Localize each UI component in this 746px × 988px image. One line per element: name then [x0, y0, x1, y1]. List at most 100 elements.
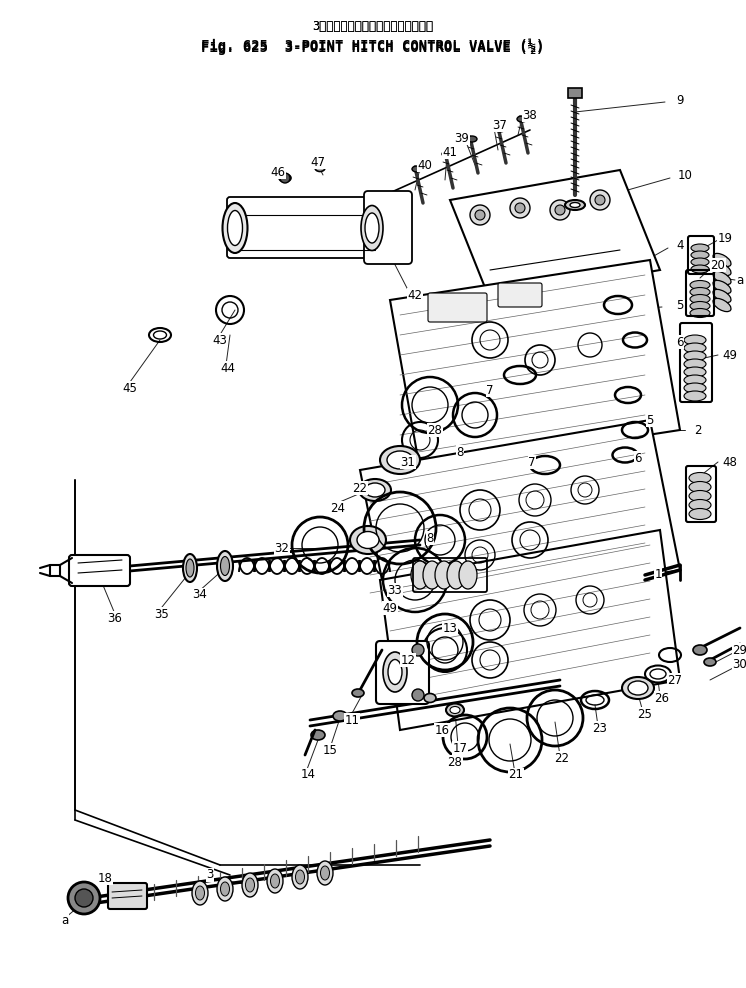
Ellipse shape [517, 116, 527, 122]
Text: 14: 14 [301, 769, 316, 782]
Text: 23: 23 [592, 721, 607, 734]
Circle shape [412, 644, 424, 656]
Ellipse shape [689, 500, 711, 511]
Text: 19: 19 [718, 231, 733, 244]
Ellipse shape [221, 556, 230, 575]
Text: 3点　ヒッチ　コントロール　バルブ: 3点 ヒッチ コントロール バルブ [313, 20, 433, 33]
Ellipse shape [242, 873, 258, 897]
Ellipse shape [495, 126, 505, 132]
Text: 48: 48 [723, 455, 738, 468]
Text: 17: 17 [453, 742, 468, 755]
Ellipse shape [217, 877, 233, 901]
Ellipse shape [689, 481, 711, 492]
Text: 29: 29 [733, 643, 746, 656]
Text: 21: 21 [509, 769, 524, 782]
Ellipse shape [315, 164, 325, 172]
Ellipse shape [271, 874, 280, 888]
Text: 9: 9 [677, 94, 684, 107]
Text: 20: 20 [710, 259, 725, 272]
Text: 45: 45 [122, 381, 137, 394]
Ellipse shape [222, 203, 248, 253]
Text: 27: 27 [668, 674, 683, 687]
FancyBboxPatch shape [498, 283, 542, 307]
Ellipse shape [186, 559, 194, 577]
FancyBboxPatch shape [568, 88, 582, 98]
Ellipse shape [359, 479, 391, 501]
Text: 44: 44 [221, 362, 236, 374]
Ellipse shape [321, 866, 330, 880]
Ellipse shape [622, 677, 654, 699]
Circle shape [515, 203, 525, 213]
Ellipse shape [684, 335, 706, 345]
Ellipse shape [361, 206, 383, 251]
Text: 6: 6 [677, 336, 684, 349]
Ellipse shape [713, 253, 731, 267]
Text: 49: 49 [722, 349, 738, 362]
Ellipse shape [713, 263, 731, 276]
Ellipse shape [684, 391, 706, 401]
Text: 5: 5 [646, 414, 653, 427]
Text: 22: 22 [353, 481, 368, 495]
Ellipse shape [690, 308, 710, 317]
Ellipse shape [387, 451, 413, 469]
Text: 26: 26 [654, 692, 669, 704]
Ellipse shape [713, 289, 731, 302]
FancyBboxPatch shape [108, 883, 147, 909]
Text: 6: 6 [634, 452, 642, 464]
Text: 39: 39 [454, 131, 469, 144]
Text: 28: 28 [427, 424, 442, 437]
Ellipse shape [690, 294, 710, 303]
Ellipse shape [295, 870, 304, 884]
FancyBboxPatch shape [227, 197, 383, 258]
FancyBboxPatch shape [364, 191, 412, 264]
Ellipse shape [684, 375, 706, 385]
Ellipse shape [684, 359, 706, 369]
Ellipse shape [292, 865, 308, 889]
Ellipse shape [684, 383, 706, 393]
Text: 8: 8 [457, 446, 464, 458]
Ellipse shape [713, 281, 731, 293]
Circle shape [510, 198, 530, 218]
Ellipse shape [691, 265, 709, 273]
Circle shape [75, 889, 93, 907]
Ellipse shape [713, 272, 731, 285]
Text: 12: 12 [401, 653, 416, 667]
Text: 36: 36 [107, 612, 122, 624]
Text: 28: 28 [448, 756, 463, 769]
Text: a: a [736, 274, 744, 287]
Circle shape [68, 882, 100, 914]
Ellipse shape [424, 694, 436, 702]
Ellipse shape [450, 706, 460, 713]
Ellipse shape [412, 166, 422, 172]
Circle shape [590, 190, 610, 210]
Text: 24: 24 [330, 502, 345, 515]
Circle shape [377, 243, 387, 253]
Ellipse shape [267, 869, 283, 893]
Circle shape [475, 210, 485, 220]
Ellipse shape [570, 203, 580, 207]
Polygon shape [450, 170, 660, 300]
Ellipse shape [365, 483, 385, 497]
FancyBboxPatch shape [376, 641, 429, 704]
Text: 7: 7 [486, 383, 494, 396]
Ellipse shape [350, 526, 386, 554]
Circle shape [412, 689, 424, 701]
Text: 1: 1 [654, 568, 662, 582]
Text: 40: 40 [418, 158, 433, 172]
Text: 47: 47 [310, 155, 325, 169]
Text: 35: 35 [154, 608, 169, 620]
Text: 25: 25 [638, 707, 653, 720]
Text: 10: 10 [677, 169, 692, 182]
Ellipse shape [690, 288, 710, 296]
Ellipse shape [279, 174, 291, 182]
Ellipse shape [357, 532, 379, 548]
Circle shape [550, 200, 570, 220]
Ellipse shape [365, 213, 379, 243]
Ellipse shape [333, 711, 347, 721]
Ellipse shape [684, 367, 706, 377]
Text: 5: 5 [677, 298, 683, 311]
Ellipse shape [447, 561, 465, 589]
Text: 15: 15 [322, 744, 337, 757]
Ellipse shape [192, 881, 208, 905]
Ellipse shape [689, 509, 711, 520]
